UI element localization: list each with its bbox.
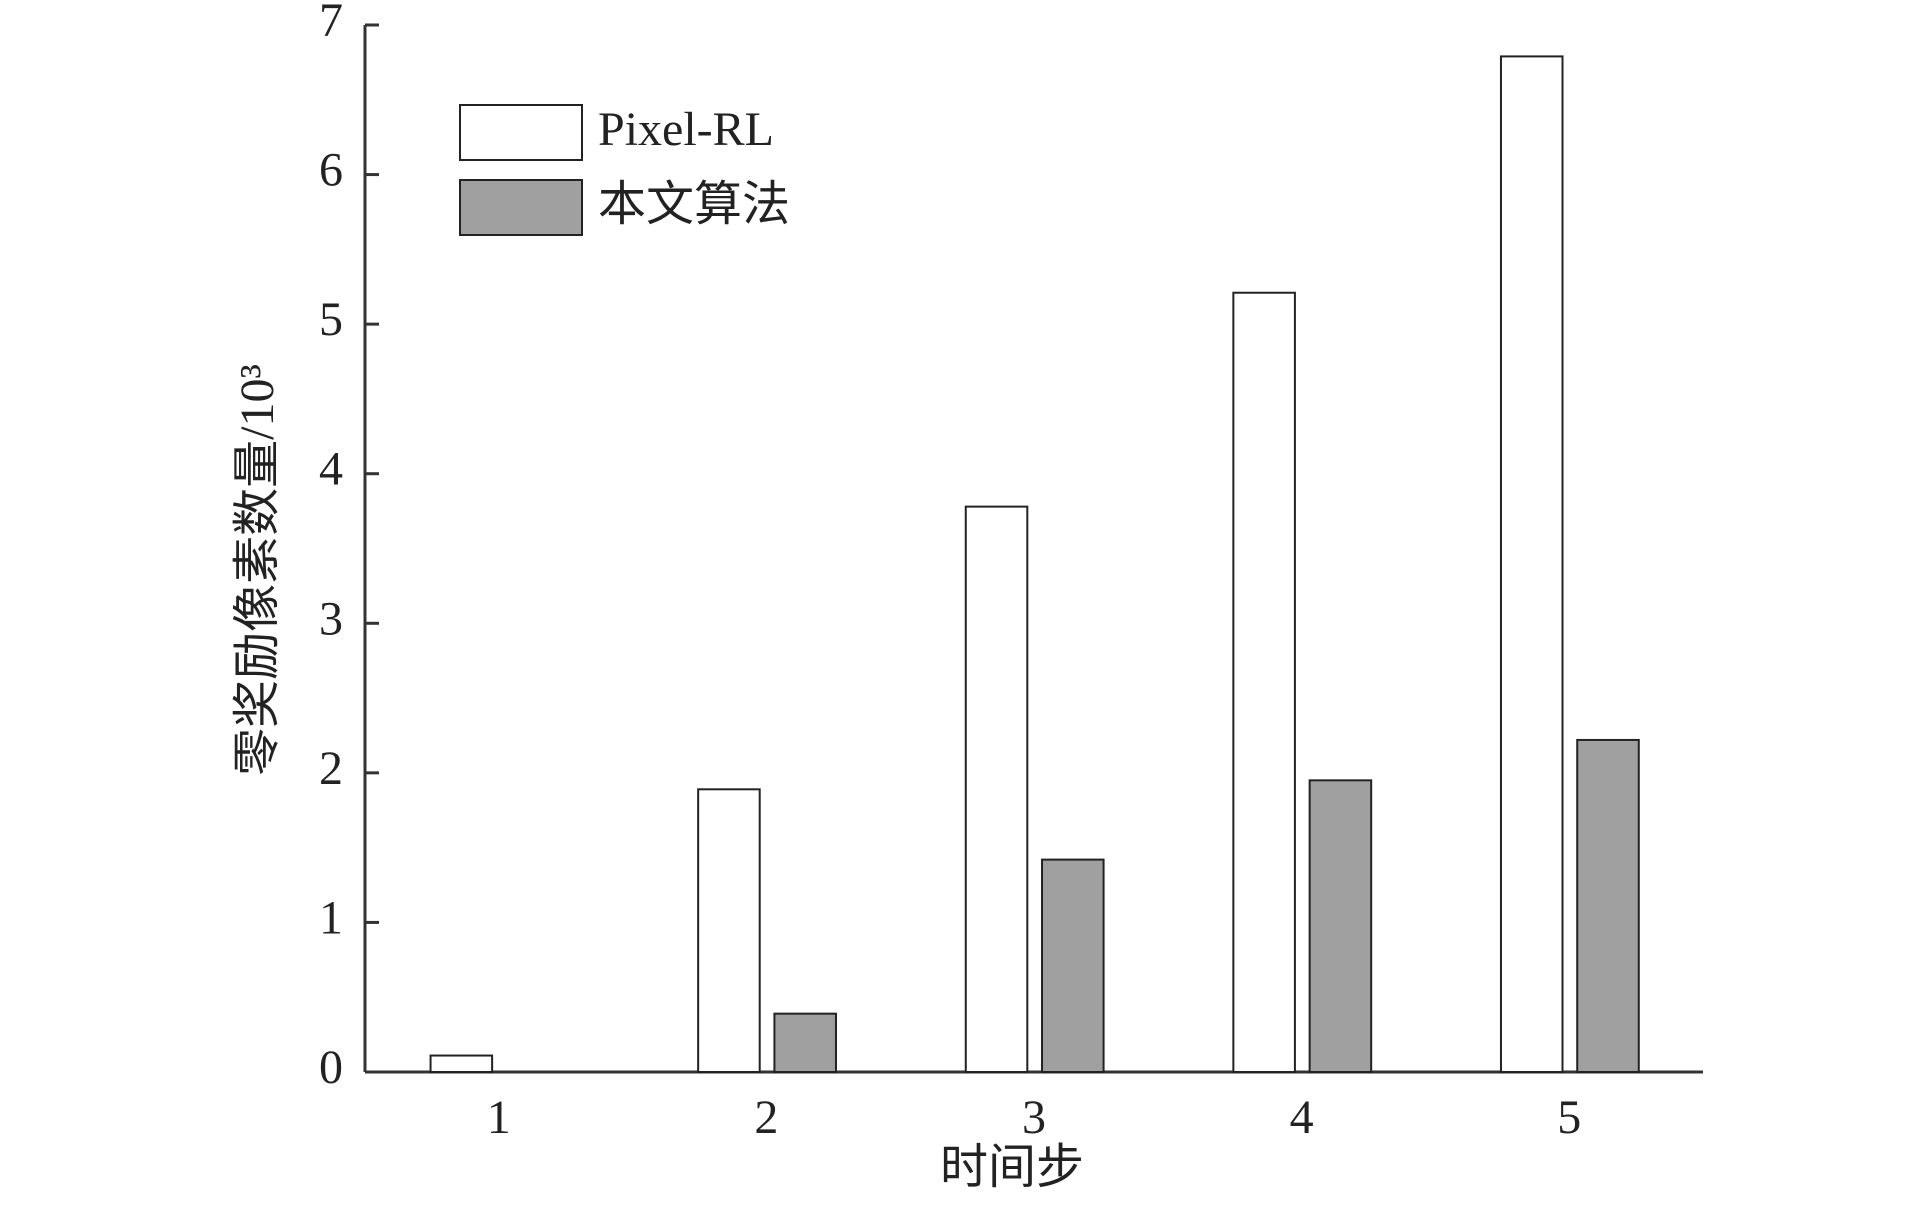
bar — [1232, 291, 1296, 1073]
legend-label: Pixel-RL — [598, 103, 774, 156]
bar — [429, 1054, 494, 1073]
y-tick-label: 5 — [319, 293, 343, 346]
x-tick-label: 1 — [487, 1091, 511, 1144]
y-tick-label: 6 — [319, 144, 343, 197]
x-tick-label: 5 — [1557, 1091, 1581, 1144]
bar — [697, 788, 761, 1073]
legend-swatch — [459, 104, 583, 161]
bar — [773, 1012, 837, 1073]
bar — [1308, 779, 1373, 1073]
x-tick-label: 3 — [1022, 1091, 1046, 1144]
x-tick-label: 4 — [1290, 1091, 1314, 1144]
y-tick-label: 3 — [319, 592, 343, 645]
legend-label: 本文算法 — [598, 178, 790, 231]
bar — [964, 505, 1029, 1073]
x-axis-label: 时间步 — [940, 1141, 1084, 1194]
bar — [1576, 738, 1640, 1073]
y-tick-label: 4 — [319, 443, 343, 496]
y-tick-label: 1 — [319, 891, 343, 944]
x-tick-label: 2 — [754, 1091, 778, 1144]
y-tick-label: 0 — [319, 1041, 343, 1094]
y-axis-label: 零奖励像素数量/10³ — [231, 364, 284, 776]
legend-swatch — [459, 179, 583, 236]
bar — [1041, 858, 1105, 1074]
bar — [1499, 55, 1564, 1074]
y-tick-label: 7 — [319, 0, 343, 47]
y-tick-label: 2 — [319, 742, 343, 795]
